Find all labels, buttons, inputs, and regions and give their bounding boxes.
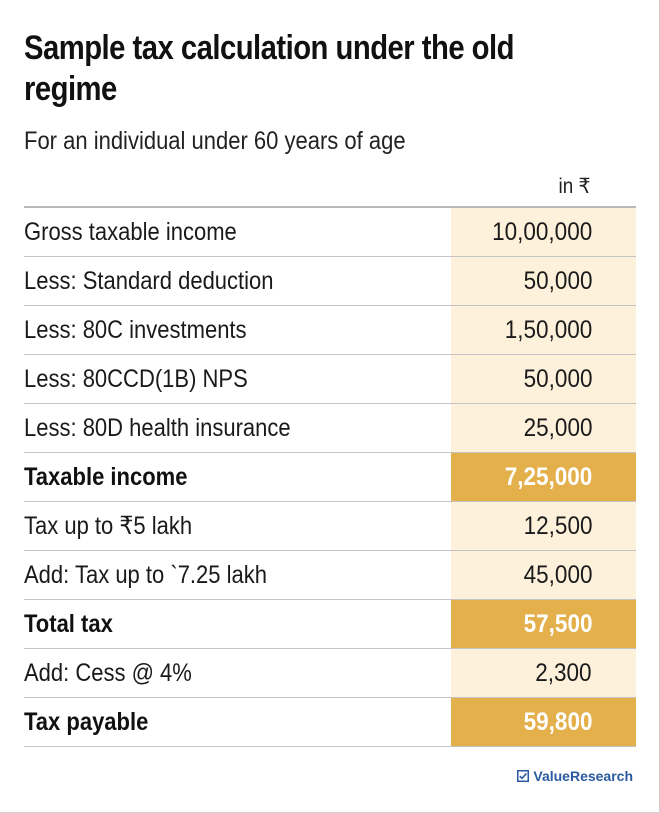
row-value: 45,000 bbox=[523, 561, 592, 589]
tax-table: Gross taxable income 10,00,000 Less: Sta… bbox=[24, 206, 636, 747]
value-cell: 45,000 bbox=[451, 551, 636, 599]
row-label: Less: 80CCD(1B) NPS bbox=[24, 365, 248, 393]
row-value: 7,25,000 bbox=[504, 463, 592, 491]
row-value: 57,500 bbox=[523, 610, 592, 638]
table-row-tax-7-25-lakh: Add: Tax up to `7.25 lakh 45,000 bbox=[24, 551, 636, 600]
row-label: Gross taxable income bbox=[24, 218, 237, 246]
table-row-tax-payable: Tax payable 59,800 bbox=[24, 698, 636, 747]
row-label: Taxable income bbox=[24, 463, 188, 491]
row-value: 25,000 bbox=[523, 414, 592, 442]
value-cell: 50,000 bbox=[451, 257, 636, 305]
value-cell-highlight: 59,800 bbox=[451, 698, 636, 746]
row-value: 50,000 bbox=[523, 365, 592, 393]
value-cell: 10,00,000 bbox=[451, 208, 636, 256]
row-value: 59,800 bbox=[523, 708, 592, 736]
table-row-80d-health: Less: 80D health insurance 25,000 bbox=[24, 404, 636, 453]
table-row-taxable-income: Taxable income 7,25,000 bbox=[24, 453, 636, 502]
row-label: Less: 80C investments bbox=[24, 316, 247, 344]
value-cell: 50,000 bbox=[451, 355, 636, 403]
subtitle: For an individual under 60 years of age bbox=[24, 127, 406, 155]
row-label: Tax up to ₹5 lakh bbox=[24, 512, 193, 540]
row-value: 2,300 bbox=[535, 659, 592, 687]
row-label: Tax payable bbox=[24, 708, 149, 736]
table-row-80ccd-nps: Less: 80CCD(1B) NPS 50,000 bbox=[24, 355, 636, 404]
table-row-total-tax: Total tax 57,500 bbox=[24, 600, 636, 649]
unit-label: in ₹ bbox=[559, 175, 591, 198]
row-value: 1,50,000 bbox=[504, 316, 592, 344]
row-label: Less: Standard deduction bbox=[24, 267, 274, 295]
row-label: Less: 80D health insurance bbox=[24, 414, 291, 442]
value-cell: 2,300 bbox=[451, 649, 636, 697]
page-title: Sample tax calculation under the old reg… bbox=[24, 29, 515, 108]
value-cell: 12,500 bbox=[451, 502, 636, 550]
table-row-80c: Less: 80C investments 1,50,000 bbox=[24, 306, 636, 355]
table-row-standard-deduction: Less: Standard deduction 50,000 bbox=[24, 257, 636, 306]
row-label: Add: Cess @ 4% bbox=[24, 659, 192, 687]
value-cell-highlight: 57,500 bbox=[451, 600, 636, 648]
row-value: 50,000 bbox=[523, 267, 592, 295]
row-label: Add: Tax up to `7.25 lakh bbox=[24, 561, 267, 589]
row-label: Total tax bbox=[24, 610, 113, 638]
row-value: 12,500 bbox=[523, 512, 592, 540]
value-cell: 25,000 bbox=[451, 404, 636, 452]
table-row-gross-income: Gross taxable income 10,00,000 bbox=[24, 208, 636, 257]
table-row-tax-5-lakh: Tax up to ₹5 lakh 12,500 bbox=[24, 502, 636, 551]
value-cell: 1,50,000 bbox=[451, 306, 636, 354]
row-value: 10,00,000 bbox=[491, 218, 592, 246]
brand-credit: ValueResearch bbox=[517, 768, 633, 784]
table-row-cess: Add: Cess @ 4% 2,300 bbox=[24, 649, 636, 698]
value-cell-highlight: 7,25,000 bbox=[451, 453, 636, 501]
value-research-logo-icon bbox=[517, 770, 530, 782]
brand-name: ValueResearch bbox=[533, 768, 633, 784]
